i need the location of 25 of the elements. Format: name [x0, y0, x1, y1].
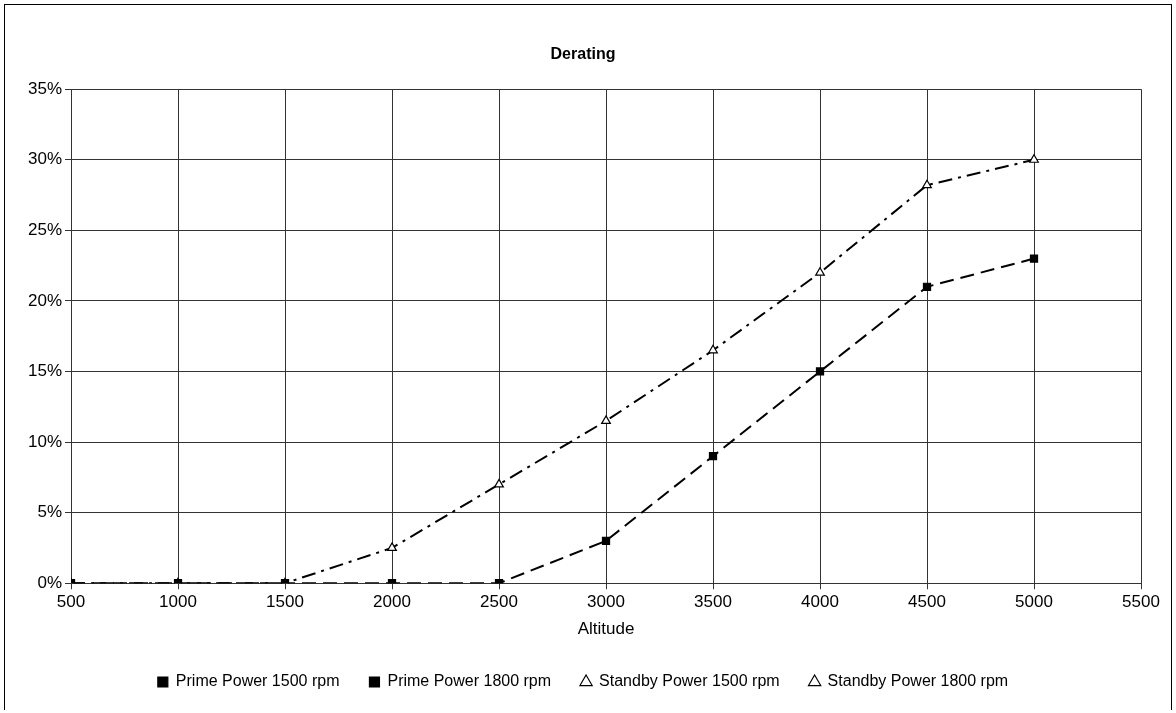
y-tick-label: 20% [27, 290, 63, 310]
y-tick-label: 5% [37, 502, 63, 522]
y-tick-label: 30% [27, 149, 63, 169]
y-tick-label: 35% [27, 78, 63, 98]
x-tick-label: 3000 [587, 592, 625, 612]
x-axis-title: Altitude [577, 619, 635, 639]
x-tick-label: 3500 [694, 592, 732, 612]
x-tick-label: 2500 [480, 592, 518, 612]
y-tick-label: 15% [27, 361, 63, 381]
x-tick-label: 5500 [1122, 592, 1160, 612]
legend-label: Standby Power 1500 rpm [599, 672, 780, 690]
x-tick-label: 2000 [373, 592, 411, 612]
y-tick-label: 10% [27, 431, 63, 451]
x-tick-label: 4000 [801, 592, 839, 612]
chart-title: Derating [550, 45, 616, 63]
legend-label: Standby Power 1800 rpm [827, 672, 1009, 690]
x-tick-label: 1500 [266, 592, 304, 612]
x-tick-label: 500 [56, 592, 86, 612]
x-tick-label: 4500 [908, 592, 946, 612]
legend-label: Prime Power 1800 rpm [387, 672, 552, 690]
legend-label: Prime Power 1500 rpm [175, 672, 340, 690]
y-tick-label: 0% [37, 572, 63, 592]
y-tick-label: 25% [27, 220, 63, 240]
x-tick-label: 1000 [159, 592, 197, 612]
x-tick-label: 5000 [1015, 592, 1053, 612]
